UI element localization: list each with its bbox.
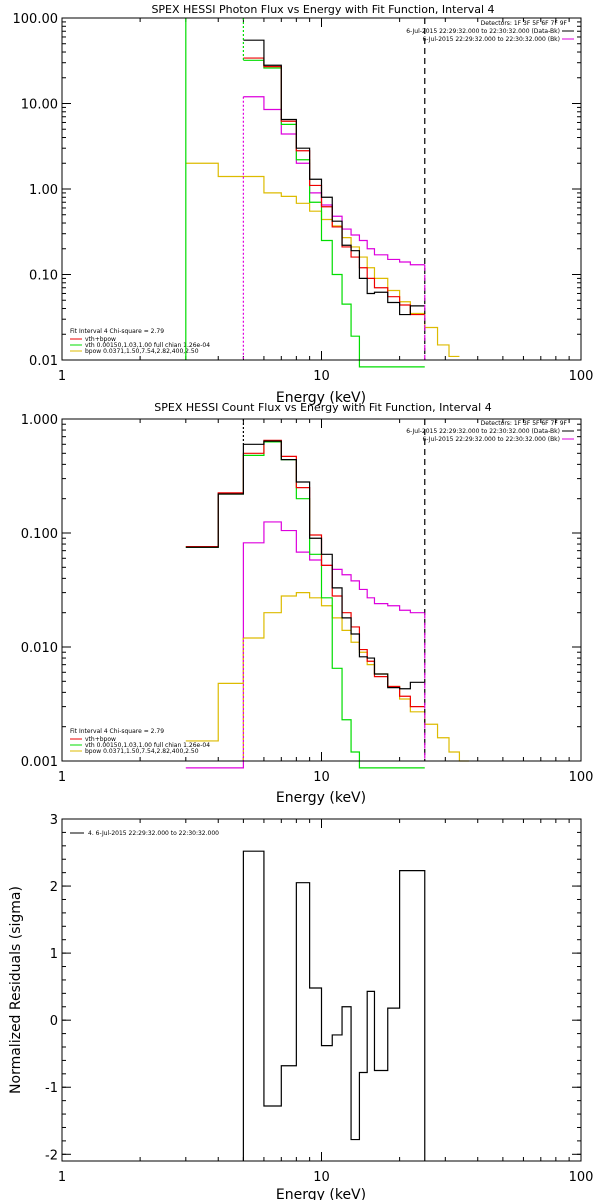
count-series-vth xyxy=(185,441,425,769)
count-panel: SPEX HESSI Count Flux vs Energy with Fit… xyxy=(21,401,594,806)
resid-panel: 4. 6-Jul-2015 22:29:32.000 to 22:30:32.0… xyxy=(8,813,593,1200)
photon-legend-left-bpow: bpow 0.0371,1.50,7.54,2.82,400,2.50 xyxy=(85,348,199,355)
photon-data-layer xyxy=(185,18,460,368)
count-plot-frame xyxy=(61,418,582,762)
photon-legend-left-header: Fit Interval 4 Chi-square = 2.79 xyxy=(70,328,164,335)
count-legend-left-sum: vth+bpow xyxy=(85,736,116,743)
count-xtick-label: 100 xyxy=(569,770,594,785)
photon-series-vth xyxy=(243,59,425,368)
photon-legend-left-vth: vth 0.00150,1.03,1.00 full chian 1.26e-0… xyxy=(85,342,210,349)
resid-ytick-label: -1 xyxy=(45,1081,58,1096)
photon-title: SPEX HESSI Photon Flux vs Energy with Fi… xyxy=(151,3,494,16)
count-ytick-label: 1.000 xyxy=(21,413,58,428)
resid-xlabel: Energy (keV) xyxy=(276,1187,366,1200)
resid-xtick-label: 1 xyxy=(58,1170,66,1185)
photon-series-sum xyxy=(243,57,425,316)
resid-series xyxy=(242,850,426,1161)
resid-ytick-label: -2 xyxy=(45,1148,58,1163)
count-legend-left-header: Fit Interval 4 Chi-square = 2.79 xyxy=(70,728,164,735)
count-ytick-label: 0.010 xyxy=(21,641,58,656)
photon-ytick-label: 1.00 xyxy=(29,183,58,198)
count-xlabel: Energy (keV) xyxy=(276,790,366,806)
count-title: SPEX HESSI Count Flux vs Energy with Fit… xyxy=(154,401,491,414)
resid-legend-label: 4. 6-Jul-2015 22:29:32.000 to 22:30:32.0… xyxy=(88,830,219,837)
count-legend-right-bk: 6-Jul-2015 22:29:32.000 to 22:30:32.000 … xyxy=(422,436,560,443)
resid-plot-frame xyxy=(61,818,582,1162)
photon-xtick-label: 100 xyxy=(569,369,594,384)
resid-xtick-label: 10 xyxy=(313,1170,330,1185)
count-ytick-label: 0.001 xyxy=(21,755,58,770)
photon-xtick-label: 10 xyxy=(313,369,330,384)
count-series-total xyxy=(185,440,425,690)
resid-ylabel: Normalized Residuals (sigma) xyxy=(8,886,24,1094)
count-xtick-label: 10 xyxy=(313,770,330,785)
photon-panel: SPEX HESSI Photon Flux vs Energy with Fi… xyxy=(13,3,594,406)
photon-legend-right-data: 6-Jul-2015 22:29:32.000 to 22:30:32.000 … xyxy=(406,28,560,35)
count-series-bk xyxy=(185,521,425,769)
photon-legend-left-sum: vth+bpow xyxy=(85,336,116,343)
count-legend-left-bpow: bpow 0.0371,1.50,7.54,2.82,400,2.50 xyxy=(85,748,199,755)
photon-xlabel: Energy (keV) xyxy=(276,390,366,406)
resid-ytick-label: 3 xyxy=(50,813,58,828)
count-xtick-label: 1 xyxy=(58,770,66,785)
count-data-layer xyxy=(185,419,469,769)
count-legend-left-vth: vth 0.00150,1.03,1.00 full chian 1.26e-0… xyxy=(85,742,210,749)
photon-legend-right-header: Detectors: 1F 3F 5F 6F 7F 9F xyxy=(481,20,568,27)
photon-plot-frame xyxy=(61,17,582,361)
count-series-bpow xyxy=(185,592,469,762)
photon-ytick-label: 0.01 xyxy=(29,354,58,369)
resid-ytick-label: 2 xyxy=(50,880,58,895)
photon-xtick-label: 1 xyxy=(58,369,66,384)
photon-ytick-label: 100.00 xyxy=(13,12,59,27)
photon-ytick-label: 10.00 xyxy=(21,98,58,113)
resid-data-layer xyxy=(242,850,426,1161)
resid-ytick-label: 0 xyxy=(50,1014,58,1029)
resid-xtick-label: 100 xyxy=(569,1170,594,1185)
resid-ytick-label: 1 xyxy=(50,947,58,962)
photon-ytick-label: 0.10 xyxy=(29,269,58,284)
count-legend-right-header: Detectors: 1F 3F 5F 6F 7F 9F xyxy=(481,420,568,427)
photon-series-total xyxy=(243,39,425,316)
count-ytick-label: 0.100 xyxy=(21,527,58,542)
photon-legend-right-bk: 6-Jul-2015 22:29:32.000 to 22:30:32.000 … xyxy=(422,36,560,43)
count-legend-right-data: 6-Jul-2015 22:29:32.000 to 22:30:32.000 … xyxy=(406,428,560,435)
photon-series-bk xyxy=(243,96,425,266)
